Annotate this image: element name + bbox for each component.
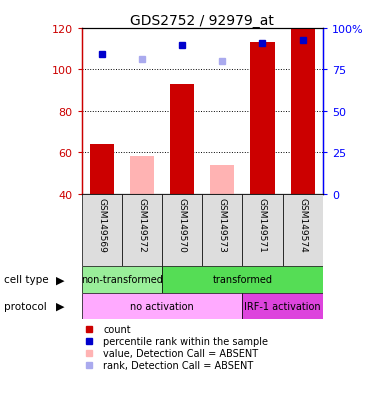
Text: value, Detection Call = ABSENT: value, Detection Call = ABSENT xyxy=(103,348,259,358)
Text: count: count xyxy=(103,324,131,334)
Text: GSM149570: GSM149570 xyxy=(178,198,187,252)
Text: non-transformed: non-transformed xyxy=(81,275,163,285)
Bar xyxy=(82,266,162,293)
Bar xyxy=(250,43,275,194)
Title: GDS2752 / 92979_at: GDS2752 / 92979_at xyxy=(130,14,274,28)
Bar xyxy=(242,293,323,319)
Text: ▶: ▶ xyxy=(56,275,65,285)
Text: protocol: protocol xyxy=(4,301,46,311)
Bar xyxy=(82,194,122,266)
Text: GSM149574: GSM149574 xyxy=(298,198,307,252)
Bar xyxy=(122,194,162,266)
Text: cell type: cell type xyxy=(4,275,48,285)
Bar xyxy=(242,194,283,266)
Bar xyxy=(283,194,323,266)
Text: GSM149572: GSM149572 xyxy=(137,198,147,252)
Bar xyxy=(170,85,194,194)
Bar xyxy=(202,194,242,266)
Bar xyxy=(82,293,242,319)
Text: IRF-1 activation: IRF-1 activation xyxy=(244,301,321,311)
Bar xyxy=(90,145,114,194)
Text: ▶: ▶ xyxy=(56,301,65,311)
Bar xyxy=(130,157,154,194)
Text: percentile rank within the sample: percentile rank within the sample xyxy=(103,336,268,346)
Bar xyxy=(162,194,202,266)
Text: GSM149573: GSM149573 xyxy=(218,198,227,252)
Text: GSM149571: GSM149571 xyxy=(258,198,267,252)
Bar xyxy=(210,165,234,194)
Text: GSM149569: GSM149569 xyxy=(97,198,106,252)
Text: transformed: transformed xyxy=(212,275,272,285)
Bar xyxy=(162,266,323,293)
Bar xyxy=(290,29,315,194)
Text: no activation: no activation xyxy=(130,301,194,311)
Text: rank, Detection Call = ABSENT: rank, Detection Call = ABSENT xyxy=(103,360,253,370)
